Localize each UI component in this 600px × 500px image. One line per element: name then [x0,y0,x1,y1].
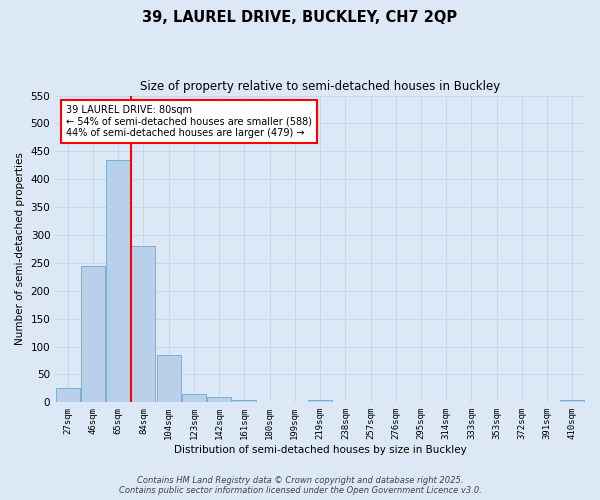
Bar [560,400,584,402]
Bar [182,394,206,402]
Bar [106,160,130,402]
Bar [308,400,332,402]
Bar [81,266,105,402]
Text: Contains HM Land Registry data © Crown copyright and database right 2025.
Contai: Contains HM Land Registry data © Crown c… [119,476,481,495]
Title: Size of property relative to semi-detached houses in Buckley: Size of property relative to semi-detach… [140,80,500,93]
Y-axis label: Number of semi-detached properties: Number of semi-detached properties [15,152,25,346]
Text: 39, LAUREL DRIVE, BUCKLEY, CH7 2QP: 39, LAUREL DRIVE, BUCKLEY, CH7 2QP [142,10,458,25]
Bar [56,388,80,402]
Bar [207,397,231,402]
X-axis label: Distribution of semi-detached houses by size in Buckley: Distribution of semi-detached houses by … [174,445,466,455]
Text: 39 LAUREL DRIVE: 80sqm
← 54% of semi-detached houses are smaller (588)
44% of se: 39 LAUREL DRIVE: 80sqm ← 54% of semi-det… [66,105,312,138]
Bar [131,246,155,402]
Bar [232,400,256,402]
Bar [157,355,181,403]
